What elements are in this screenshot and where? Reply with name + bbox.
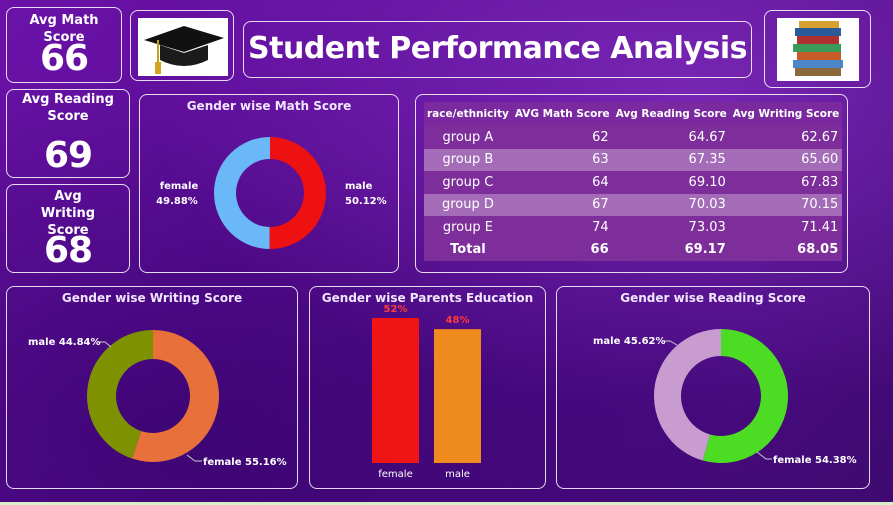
donut-slice-female [213, 137, 270, 249]
table-row: group D 67 70.03 70.15 [424, 193, 843, 216]
column-header[interactable]: Avg Writing Score [729, 102, 843, 126]
column-header[interactable]: Avg Reading Score [612, 102, 730, 126]
page-title: Student Performance Analysis [248, 31, 747, 66]
male-label: male 45.62% [593, 336, 666, 347]
donut-slice-male [654, 329, 721, 461]
female-label: female [160, 181, 199, 192]
table-cell: 65.60 [729, 148, 843, 171]
bar-category-label: female [378, 469, 412, 480]
table-cell: 66 [511, 238, 613, 261]
kpi-card-writing: Avg Writing Score 68 [6, 184, 130, 273]
table-row: group A 62 64.67 62.67 [424, 126, 843, 149]
leader-line [662, 340, 678, 346]
kpi-label: Avg Writing Score [40, 189, 96, 238]
bar-data-label: 48% [446, 315, 470, 326]
kpi-value: 66 [39, 38, 89, 79]
bar-data-label: 52% [384, 304, 408, 315]
race-ethnicity-table: race/ethnicity AVG Math Score Avg Readin… [424, 102, 843, 261]
table-cell: 67.35 [612, 148, 730, 171]
table-cell: group D [424, 193, 512, 216]
table-cell: 67 [511, 193, 613, 216]
column-header[interactable]: AVG Math Score [511, 102, 613, 126]
female-pct-label: 49.88% [156, 196, 198, 207]
table-row: group B 63 67.35 65.60 [424, 148, 843, 171]
table-cell: 73.03 [612, 216, 730, 239]
table-cell: 62 [511, 126, 613, 149]
female-label: female 54.38% [773, 455, 857, 466]
donut-slice-female [131, 330, 219, 462]
kpi-value: 68 [43, 230, 93, 271]
table-cell: 64 [511, 171, 613, 194]
donut-slice-female [702, 329, 788, 463]
kpi-label: Avg Reading Score [22, 92, 114, 124]
chart-title: Gender wise Reading Score [620, 291, 806, 305]
table-cell: 69.17 [612, 238, 730, 261]
chart-title: Gender wise Math Score [186, 99, 352, 113]
kpi-card-reading: Avg Reading Score 69 [6, 89, 130, 178]
chart-title: Gender wise Writing Score [61, 291, 243, 305]
kpi-label: Avg Math Score [29, 13, 99, 45]
donut-slice-male [269, 137, 326, 249]
bar-female [372, 318, 419, 463]
table-cell: 70.03 [612, 193, 730, 216]
bar-category-label: male [445, 469, 470, 480]
table-row: group E 74 73.03 71.41 [424, 216, 843, 239]
bar-male [434, 329, 481, 463]
table-header-row: race/ethnicity AVG Math Score Avg Readin… [424, 102, 843, 126]
table-cell: group C [424, 171, 512, 194]
parents-education-chart: Gender wise Parents Education 52% female 4… [309, 286, 546, 489]
leader-line [186, 454, 202, 462]
table-cell: group E [424, 216, 512, 239]
writing-gender-chart: Gender wise Writing Score male 44.84% fe… [6, 286, 298, 489]
table-cell: 62.67 [729, 126, 843, 149]
dashboard-title-card: Student Performance Analysis [243, 21, 752, 78]
table-cell: 70.15 [729, 193, 843, 216]
kpi-card-math: Avg Math Score 66 [6, 7, 122, 83]
table-cell: 68.05 [729, 238, 843, 261]
male-label: male [345, 181, 373, 192]
female-label: female 55.16% [203, 457, 287, 468]
table-cell: 67.83 [729, 171, 843, 194]
table-cell: 71.41 [729, 216, 843, 239]
race-ethnicity-table-card: race/ethnicity AVG Math Score Avg Readin… [415, 94, 848, 273]
math-gender-chart: Gender wise Math Score female 49.88% mal… [139, 94, 399, 273]
column-header[interactable]: race/ethnicity [424, 102, 512, 126]
chart-title: Gender wise Parents Education [321, 291, 534, 305]
table-row: group C 64 69.10 67.83 [424, 171, 843, 194]
leader-line [756, 451, 772, 460]
donut-slice-male [87, 330, 153, 459]
kpi-value: 69 [43, 135, 93, 176]
male-pct-label: 50.12% [345, 196, 387, 207]
table-total-row: Total 66 69.17 68.05 [424, 238, 843, 261]
table-cell: 64.67 [612, 126, 730, 149]
table-cell: group B [424, 148, 512, 171]
table-cell: 63 [511, 148, 613, 171]
table-cell: group A [424, 126, 512, 149]
cap-image-card [130, 10, 234, 81]
books-stack-icon [777, 18, 859, 81]
table-cell: 69.10 [612, 171, 730, 194]
graduation-cap-icon [138, 18, 228, 76]
leader-line [98, 341, 112, 348]
male-label: male 44.84% [28, 337, 101, 348]
table-cell: 74 [511, 216, 613, 239]
table-cell: Total [424, 238, 512, 261]
reading-gender-chart: Gender wise Reading Score male 45.62% fe… [556, 286, 870, 489]
books-image-card [764, 10, 871, 88]
